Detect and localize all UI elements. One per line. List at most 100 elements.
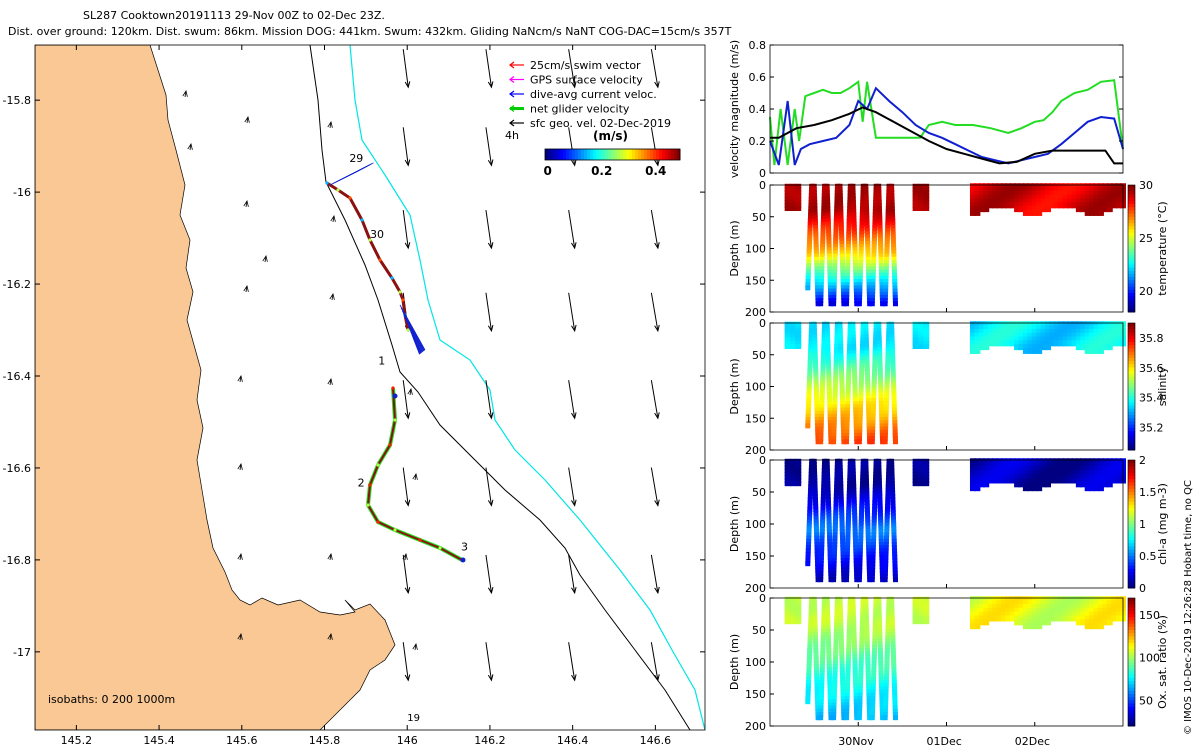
profile-cell xyxy=(873,474,879,480)
profile-cell xyxy=(850,606,856,612)
profile-cell xyxy=(1084,473,1091,480)
profile-cell xyxy=(1067,462,1074,469)
profile-cell xyxy=(877,237,883,243)
profile-cell xyxy=(852,660,858,666)
profile-cell xyxy=(825,221,831,227)
profile-cell xyxy=(853,548,859,554)
profile-cell xyxy=(884,369,890,375)
profile-cell xyxy=(789,340,796,346)
profile-cell xyxy=(872,359,878,365)
profile-cell xyxy=(1049,462,1056,469)
profile-cell xyxy=(1080,607,1087,614)
profile-cell xyxy=(1000,183,1007,190)
profile-cell xyxy=(858,657,864,663)
profile-cell xyxy=(831,291,837,297)
profile-cell xyxy=(1067,187,1074,194)
profile-cell xyxy=(832,660,838,666)
profile-cell xyxy=(806,266,812,272)
profile-cell xyxy=(1084,485,1091,492)
profile-cell xyxy=(871,532,877,538)
profile-cell xyxy=(890,237,896,243)
profile-cell xyxy=(784,465,791,471)
profile-cell xyxy=(832,397,838,403)
colorbar-cell xyxy=(1128,216,1135,221)
profile-cell xyxy=(983,332,990,339)
profile-cell xyxy=(837,465,843,471)
profile-cell xyxy=(819,394,825,400)
colorbar-cell xyxy=(1128,536,1135,541)
colorbar-cell xyxy=(578,149,582,160)
profile-cell xyxy=(841,298,847,304)
profile-cell xyxy=(885,631,891,637)
profile-cell xyxy=(853,557,859,563)
profile-cell xyxy=(814,394,820,400)
profile-cell xyxy=(850,603,856,609)
colorbar-cell xyxy=(572,149,576,160)
profile-cell xyxy=(969,336,976,343)
profile-cell xyxy=(844,551,850,557)
velocity-series-blue xyxy=(769,86,1124,166)
profile-cell xyxy=(812,340,818,346)
profile-cell xyxy=(992,465,999,472)
profile-cell xyxy=(877,350,883,356)
profile-cell xyxy=(886,328,892,334)
profile-cell xyxy=(872,490,878,496)
profile-cell xyxy=(844,413,850,419)
profile-cell xyxy=(876,186,882,192)
profile-cell xyxy=(795,481,802,487)
profile-panel-oxygen xyxy=(784,596,1126,721)
profile-cell xyxy=(847,328,853,334)
profile-cell xyxy=(814,538,820,544)
profile-cell xyxy=(1009,458,1016,465)
profile-cell xyxy=(821,350,827,356)
profile-cell xyxy=(808,481,814,487)
profile-cell xyxy=(1027,190,1034,197)
profile-cell xyxy=(870,557,876,563)
profile-cell xyxy=(996,607,1003,614)
vel-y-tick-label: 0.8 xyxy=(749,39,767,52)
profile-cell xyxy=(1022,321,1029,328)
profile-cell xyxy=(863,199,869,205)
profile-cell xyxy=(806,388,812,394)
profile-cell xyxy=(1093,202,1100,209)
profile-cell xyxy=(987,462,994,469)
colorbar-cell xyxy=(566,149,570,160)
profile-cell xyxy=(889,606,895,612)
colorbar-cell xyxy=(1128,364,1135,368)
profile-cell xyxy=(784,334,791,340)
profile-cell xyxy=(885,228,891,234)
profile-cell xyxy=(870,404,876,410)
profile-cell xyxy=(846,353,852,359)
profile-cell xyxy=(832,401,838,407)
profile-cell xyxy=(825,481,831,487)
profile-cell xyxy=(1022,462,1029,469)
profile-cell xyxy=(851,231,857,237)
profile-cell xyxy=(867,301,873,307)
profile-cell xyxy=(853,676,859,682)
profile-cell xyxy=(812,196,818,202)
profile-cell xyxy=(866,288,872,294)
profile-cell xyxy=(789,599,796,605)
y-tick-label: -15.8 xyxy=(3,94,31,107)
profile-cell xyxy=(852,663,858,669)
profile-cell xyxy=(923,609,930,615)
profile-cell xyxy=(854,436,860,442)
colorbar-cell xyxy=(1128,604,1135,609)
profile-cell xyxy=(1053,336,1060,343)
profile-cell xyxy=(822,596,828,602)
profile-cell xyxy=(813,240,819,246)
profile-cell xyxy=(885,215,891,221)
profile-cell xyxy=(818,695,824,701)
geo-velocity-arrow-head xyxy=(654,242,660,250)
profile-cell xyxy=(923,461,930,467)
profile-cell xyxy=(809,321,815,327)
profile-cell xyxy=(865,388,871,394)
geo-velocity-arrow xyxy=(568,642,576,681)
profile-cell xyxy=(1018,344,1025,351)
profile-cell xyxy=(834,350,840,356)
profile-cell xyxy=(1031,615,1038,622)
profile-cell xyxy=(1080,336,1087,343)
profile-cell xyxy=(815,423,821,429)
profile-cell xyxy=(789,343,796,349)
profile-cell xyxy=(1075,615,1082,622)
